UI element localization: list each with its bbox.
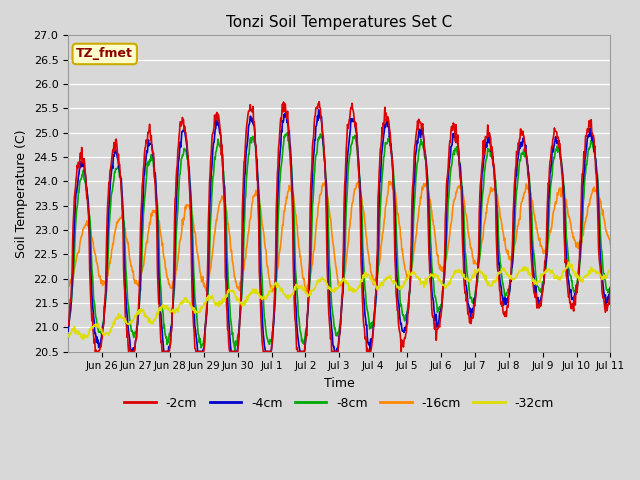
-32cm [79,336,87,342]
-16cm [165,282,173,288]
-4cm [580,167,588,173]
Title: Tonzi Soil Temperatures Set C: Tonzi Soil Temperatures Set C [226,15,452,30]
-16cm [290,196,298,202]
-4cm [127,348,135,354]
-32cm [166,305,173,311]
Y-axis label: Soil Temperature (C): Soil Temperature (C) [15,129,28,258]
Legend: -2cm, -4cm, -8cm, -16cm, -32cm: -2cm, -4cm, -8cm, -16cm, -32cm [120,392,559,415]
Line: -8cm: -8cm [68,132,611,350]
-8cm [589,144,596,149]
-4cm [166,344,173,349]
Line: -4cm: -4cm [68,110,611,351]
-32cm [607,266,614,272]
-16cm [90,247,98,253]
-8cm [64,319,72,324]
-4cm [385,122,392,128]
-2cm [290,281,298,287]
-2cm [607,295,614,301]
-2cm [580,155,588,161]
-2cm [385,119,392,124]
-32cm [290,288,298,293]
-16cm [589,186,596,192]
Line: -16cm: -16cm [68,181,611,292]
-8cm [90,299,98,305]
-4cm [90,319,98,324]
-4cm [290,252,298,257]
X-axis label: Time: Time [324,377,355,390]
-2cm [589,133,596,139]
-32cm [91,324,99,329]
-2cm [90,340,98,346]
-8cm [291,220,298,226]
-16cm [385,188,392,194]
-8cm [385,138,392,144]
Line: -32cm: -32cm [68,262,611,339]
-16cm [64,280,72,286]
-2cm [166,348,173,354]
-2cm [64,322,72,328]
-2cm [316,99,323,105]
-8cm [284,130,291,135]
-8cm [607,284,614,289]
-32cm [580,275,588,280]
-4cm [589,138,596,144]
-32cm [64,333,72,338]
-16cm [268,289,276,295]
-4cm [607,288,614,293]
-16cm [580,223,588,228]
-8cm [580,182,588,188]
-16cm [386,179,394,184]
-4cm [315,107,323,113]
Line: -2cm: -2cm [68,102,611,351]
Text: TZ_fmet: TZ_fmet [76,48,133,60]
-8cm [165,335,173,341]
-32cm [564,259,572,265]
-32cm [589,269,596,275]
-32cm [385,276,392,281]
-4cm [64,328,72,334]
-8cm [231,348,239,353]
-16cm [607,241,614,247]
-2cm [92,348,99,354]
